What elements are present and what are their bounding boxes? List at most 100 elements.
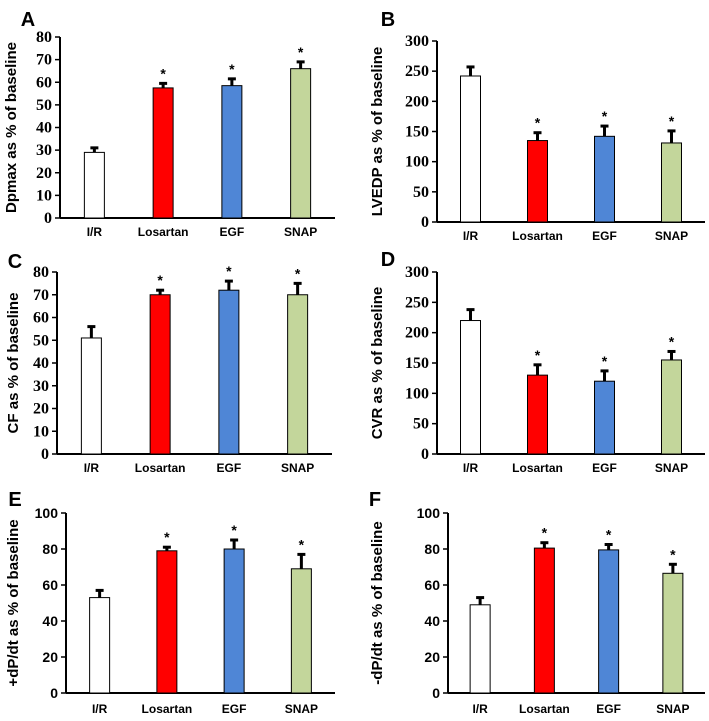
significance-star-losartan-f: * bbox=[542, 525, 548, 541]
panel-label-a: A bbox=[21, 9, 35, 31]
category-label-losartan-a: Losartan bbox=[138, 225, 189, 239]
y-tick-label-a: 60 bbox=[36, 74, 52, 91]
bar-ir-a bbox=[83, 151, 105, 219]
category-label-losartan-e: Losartan bbox=[142, 702, 193, 716]
y-tick-label-b: 100 bbox=[405, 154, 429, 171]
y-tick-label-e: 40 bbox=[42, 613, 58, 629]
y-tick-label-c: 50 bbox=[33, 332, 49, 349]
bar-snap-b bbox=[661, 142, 682, 223]
bar-snap-d bbox=[661, 359, 682, 455]
y-tick-label-a: 40 bbox=[36, 120, 52, 137]
panel-label-c: C bbox=[8, 251, 22, 273]
bar-ir-f bbox=[469, 604, 491, 694]
y-axis-title-d: CVR as % of baseline bbox=[369, 287, 386, 440]
category-label-egf-d: EGF bbox=[592, 461, 617, 475]
category-label-snap-f: SNAP bbox=[656, 702, 689, 716]
y-tick-label-f: 60 bbox=[424, 577, 440, 593]
chart-panel-f: F -dP/dt as % of baseline 0 20 40 60 80 100 I/R *… bbox=[360, 480, 709, 721]
bar-egf-b bbox=[594, 135, 615, 223]
bar-ir-c bbox=[80, 337, 102, 455]
y-axis-title-b: LVEDP as % of baseline bbox=[369, 47, 386, 217]
y-tick-label-d: 150 bbox=[405, 355, 429, 372]
y-tick-label-f: 0 bbox=[432, 685, 440, 701]
chart-f-svg: F -dP/dt as % of baseline 0 20 40 60 80 100 I/R *… bbox=[369, 489, 705, 716]
bar-losartan-d bbox=[527, 374, 548, 455]
y-tick-label-b: 200 bbox=[405, 93, 429, 110]
y-tick-label-f: 20 bbox=[424, 649, 440, 665]
y-tick-label-d: 200 bbox=[405, 325, 429, 342]
y-tick-label-d: 100 bbox=[405, 385, 429, 402]
significance-star-snap-e: * bbox=[299, 536, 305, 552]
category-label-egf-e: EGF bbox=[222, 702, 247, 716]
bar-ir-b bbox=[460, 75, 481, 223]
y-tick-label-c: 40 bbox=[33, 355, 49, 372]
category-label-losartan-d: Losartan bbox=[512, 461, 563, 475]
y-tick-label-c: 20 bbox=[33, 401, 49, 418]
y-axis-title-c: CF as % of baseline bbox=[5, 293, 22, 434]
y-tick-label-a: 20 bbox=[36, 165, 52, 182]
y-axis-title-e: +dP/dt as % of baseline bbox=[5, 519, 22, 686]
y-tick-label-a: 80 bbox=[36, 29, 52, 46]
significance-star-losartan-b: * bbox=[535, 115, 541, 131]
bar-snap-e bbox=[290, 568, 312, 694]
y-axis-title-f: -dP/dt as % of baseline bbox=[369, 521, 386, 684]
chart-panel-d: D CVR as % of baseline 0 50 100 150 200 250 300 I… bbox=[360, 240, 709, 480]
bar-egf-f bbox=[598, 549, 620, 694]
significance-star-egf-a: * bbox=[229, 61, 235, 77]
bar-snap-a bbox=[290, 68, 312, 219]
y-tick-label-c: 60 bbox=[33, 310, 49, 327]
category-label-losartan-b: Losartan bbox=[512, 229, 563, 243]
y-tick-label-b: 300 bbox=[405, 33, 429, 50]
significance-star-snap-f: * bbox=[670, 546, 676, 562]
y-tick-label-d: 0 bbox=[421, 446, 429, 463]
category-label-ir-e: I/R bbox=[92, 702, 108, 716]
category-label-egf-b: EGF bbox=[592, 229, 617, 243]
significance-star-egf-e: * bbox=[231, 522, 237, 538]
panel-label-b: B bbox=[381, 9, 395, 31]
category-label-snap-b: SNAP bbox=[655, 229, 688, 243]
y-tick-label-c: 30 bbox=[33, 378, 49, 395]
y-tick-label-b: 0 bbox=[421, 214, 429, 231]
category-label-losartan-c: Losartan bbox=[135, 461, 186, 475]
y-tick-label-b: 250 bbox=[405, 63, 429, 80]
bar-ir-d bbox=[460, 320, 481, 455]
y-tick-label-e: 100 bbox=[35, 505, 59, 521]
y-tick-label-d: 50 bbox=[413, 416, 429, 433]
bar-ir-e bbox=[89, 597, 111, 694]
bar-snap-f bbox=[662, 572, 684, 694]
category-label-ir-d: I/R bbox=[463, 461, 479, 475]
significance-star-snap-c: * bbox=[295, 265, 301, 281]
y-tick-label-f: 40 bbox=[424, 613, 440, 629]
bar-egf-e bbox=[223, 548, 245, 694]
category-label-egf-f: EGF bbox=[596, 702, 621, 716]
significance-star-losartan-a: * bbox=[160, 65, 166, 81]
category-label-egf-a: EGF bbox=[220, 225, 245, 239]
bar-egf-d bbox=[594, 380, 615, 455]
panel-label-f: F bbox=[369, 489, 381, 511]
y-tick-label-e: 80 bbox=[42, 541, 58, 557]
chart-panel-e: E +dP/dt as % of baseline 0 20 40 60 80 100 I/R *… bbox=[0, 480, 340, 721]
significance-star-snap-b: * bbox=[669, 113, 675, 129]
y-tick-label-c: 0 bbox=[41, 446, 49, 463]
bar-egf-c bbox=[218, 289, 240, 455]
y-tick-label-f: 100 bbox=[417, 505, 441, 521]
significance-star-losartan-e: * bbox=[164, 529, 170, 545]
bar-losartan-e bbox=[156, 550, 178, 694]
y-tick-label-b: 50 bbox=[413, 184, 429, 201]
significance-star-egf-f: * bbox=[606, 527, 612, 543]
bar-losartan-a bbox=[152, 87, 174, 219]
y-tick-label-b: 150 bbox=[405, 124, 429, 141]
significance-star-egf-d: * bbox=[602, 353, 608, 369]
bar-snap-c bbox=[287, 294, 309, 455]
significance-star-egf-c: * bbox=[226, 263, 232, 279]
significance-star-losartan-c: * bbox=[157, 272, 163, 288]
y-tick-label-c: 80 bbox=[33, 264, 49, 281]
chart-b-svg: B LVEDP as % of baseline 0 50 100 150 200 250 30… bbox=[369, 9, 705, 243]
significance-star-snap-d: * bbox=[669, 333, 675, 349]
category-label-egf-c: EGF bbox=[217, 461, 242, 475]
y-tick-label-c: 70 bbox=[33, 287, 49, 304]
significance-star-egf-b: * bbox=[602, 108, 608, 124]
category-label-ir-c: I/R bbox=[84, 461, 100, 475]
bar-egf-a bbox=[221, 85, 243, 219]
panel-label-d: D bbox=[381, 249, 395, 271]
